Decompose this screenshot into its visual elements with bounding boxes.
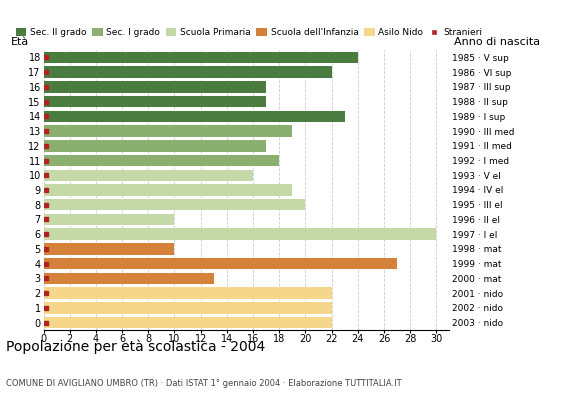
Bar <box>44 317 332 328</box>
Bar <box>44 52 358 63</box>
Bar <box>44 155 279 166</box>
Bar <box>44 96 266 107</box>
Bar <box>44 302 332 314</box>
Text: Popolazione per età scolastica - 2004: Popolazione per età scolastica - 2004 <box>6 340 265 354</box>
Bar <box>44 258 397 270</box>
Bar <box>44 199 306 210</box>
Text: COMUNE DI AVIGLIANO UMBRO (TR) · Dati ISTAT 1° gennaio 2004 · Elaborazione TUTTI: COMUNE DI AVIGLIANO UMBRO (TR) · Dati IS… <box>6 379 401 388</box>
Bar <box>44 273 214 284</box>
Bar <box>44 243 175 255</box>
Bar <box>44 184 292 196</box>
Bar <box>44 140 266 152</box>
Legend: Sec. II grado, Sec. I grado, Scuola Primaria, Scuola dell'Infanzia, Asilo Nido, : Sec. II grado, Sec. I grado, Scuola Prim… <box>16 28 483 37</box>
Bar <box>44 228 436 240</box>
Bar <box>44 81 266 92</box>
Bar <box>44 125 292 137</box>
Text: Anno di nascita: Anno di nascita <box>454 37 539 47</box>
Bar <box>44 110 345 122</box>
Bar <box>44 214 175 225</box>
Bar <box>44 170 253 181</box>
Bar <box>44 288 332 299</box>
Text: Età: Età <box>11 37 29 47</box>
Bar <box>44 66 332 78</box>
